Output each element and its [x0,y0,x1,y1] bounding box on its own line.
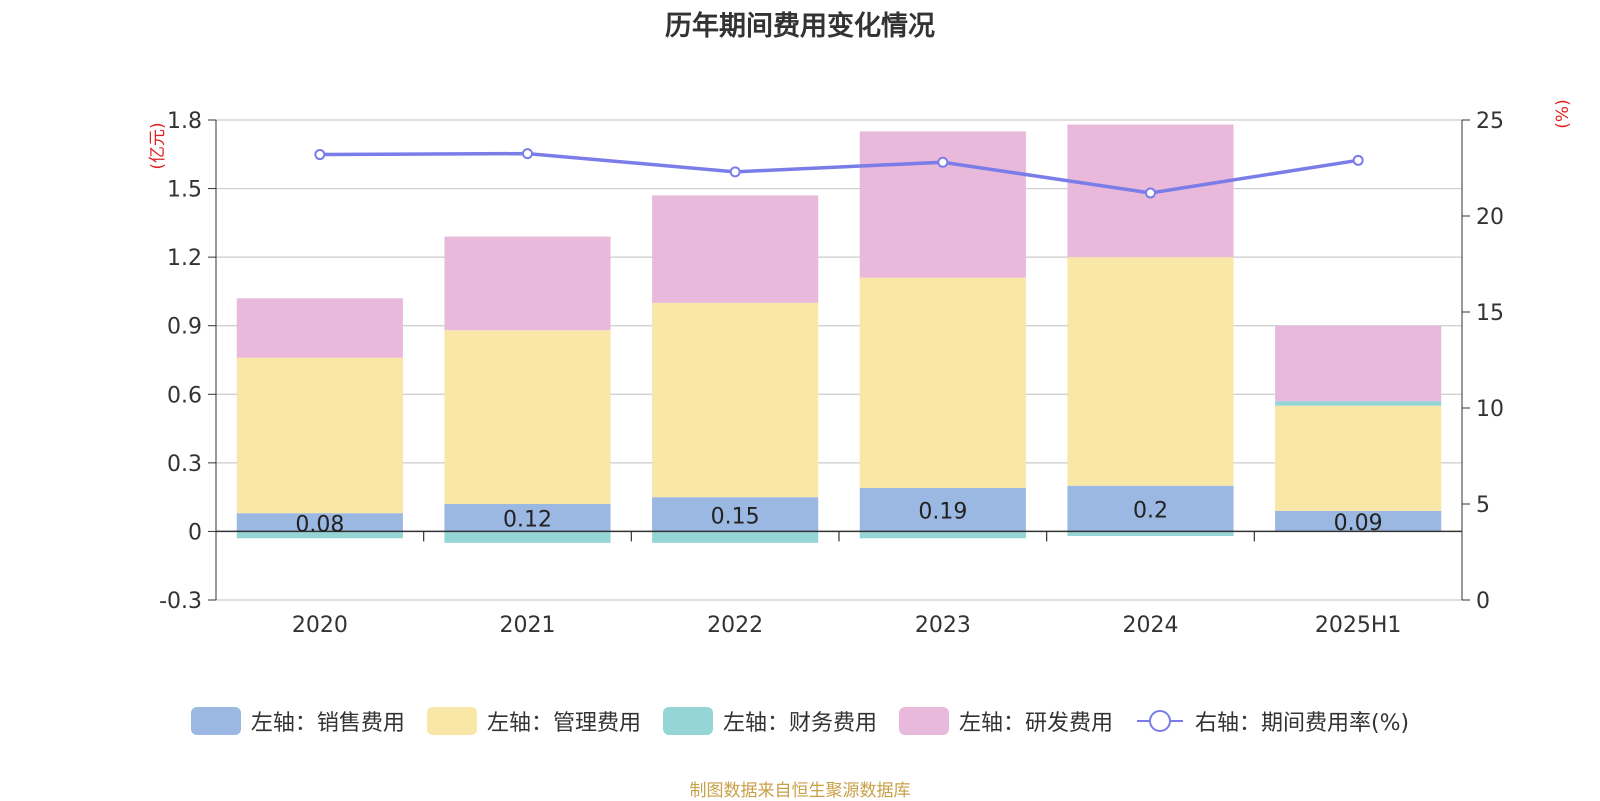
data-label-sales: 0.2 [1133,499,1168,524]
legend-swatch-sales [190,707,241,735]
bar-series [236,124,1442,543]
left-tick-label: 0.9 [167,315,202,340]
data-label-sales: 0.15 [711,504,760,529]
bar-admin [1067,257,1234,486]
legend-item-sales[interactable]: 左轴：销售费用 [190,705,405,737]
legend-swatch-admin [426,707,477,735]
legend-swatch-finance [662,707,713,735]
right-tick-label: 15 [1476,301,1504,326]
expense-rate-point [729,166,741,178]
legend-item-rnd[interactable]: 左轴：研发费用 [898,705,1113,737]
legend: 左轴：销售费用 左轴：管理费用 左轴：财务费用 左轴：研发费用 右轴：期间费用率… [0,704,1600,738]
bar-sales [1067,485,1234,532]
left-tick-label: -0.3 [159,589,202,614]
bar-sales [236,513,403,532]
bar-admin [444,330,611,504]
x-tick-label: 2022 [707,613,763,638]
data-label-sales: 0.09 [1334,511,1383,536]
data-label-sales: 0.08 [295,512,344,537]
line-circle-icon [1136,710,1183,732]
legend-label-sales: 左轴：销售费用 [250,711,405,736]
left-tick-label: 0.6 [167,383,202,408]
bar-sales [652,497,819,532]
bar-sales [1275,510,1442,532]
left-tick-label: 1.5 [167,178,202,203]
data-label-sales: 0.12 [503,508,552,533]
expense-rate-point [314,149,326,161]
left-tick-label: 0.3 [167,452,202,477]
left-tick-label: 1.2 [167,246,202,271]
left-tick-label: 1.8 [167,109,202,134]
data-labels: 0.08 0.12 0.15 0.19 0.2 0.09 [295,499,1382,538]
grid-lines [216,119,1462,601]
expense-rate-point [1352,154,1364,166]
x-tick-label: 2023 [915,613,971,638]
legend-item-expense-rate[interactable]: 右轴：期间费用率(%) [1135,705,1409,737]
expense-rate-point [937,156,949,168]
bar-sales [444,504,611,532]
source-note: 制图数据来自恒生聚源数据库 [689,781,911,801]
bar-rnd [236,298,403,358]
bar-sales [859,488,1026,532]
x-tick-label: 2025H1 [1315,613,1402,638]
bar-finance [1275,401,1442,406]
bar-admin [859,277,1026,488]
bar-rnd [652,195,819,303]
right-tick-label: 0 [1476,589,1490,614]
bar-rnd [444,236,611,331]
bar-rnd [859,131,1026,278]
expense-rate-point [1145,187,1156,199]
right-tick-label: 25 [1476,109,1504,134]
legend-item-admin[interactable]: 左轴：管理费用 [426,705,641,737]
legend-swatch-rnd [898,707,949,735]
legend-label-finance: 左轴：财务费用 [722,711,877,736]
right-tick-label: 20 [1476,205,1504,230]
bar-finance [652,531,819,543]
left-tick-label: 0 [188,520,202,545]
right-axis-title: (%) [1553,99,1573,128]
bar-admin [1275,405,1442,511]
right-tick-label: 10 [1476,397,1504,422]
x-tick-label: 2021 [500,613,556,638]
right-tick-label: 5 [1476,493,1490,518]
line-series [314,148,1364,199]
bar-rnd [1275,325,1442,402]
bar-finance [859,531,1026,539]
bar-admin [652,302,819,498]
data-label-sales: 0.19 [918,500,967,525]
legend-label-admin: 左轴：管理费用 [486,711,641,736]
chart-title: 历年期间费用变化情况 [665,11,935,42]
bar-finance [236,531,403,539]
bar-finance [1067,531,1234,536]
legend-label-rnd: 左轴：研发费用 [958,711,1113,736]
expense-rate-line [319,151,1359,195]
left-axis-title: (亿元) [148,122,168,169]
bar-finance [444,531,611,543]
legend-label-expense-rate: 右轴：期间费用率(%) [1194,711,1410,736]
x-tick-label: 2024 [1123,613,1179,638]
x-tick-label: 2020 [292,613,348,638]
legend-item-finance[interactable]: 左轴：财务费用 [662,705,877,737]
tick-labels: 1.8 1.5 1.2 0.9 0.6 0.3 0 -0.3 25 20 15 10 5 0 2020 202… [159,109,1504,638]
bar-admin [236,357,403,514]
expense-rate-point [522,148,533,160]
